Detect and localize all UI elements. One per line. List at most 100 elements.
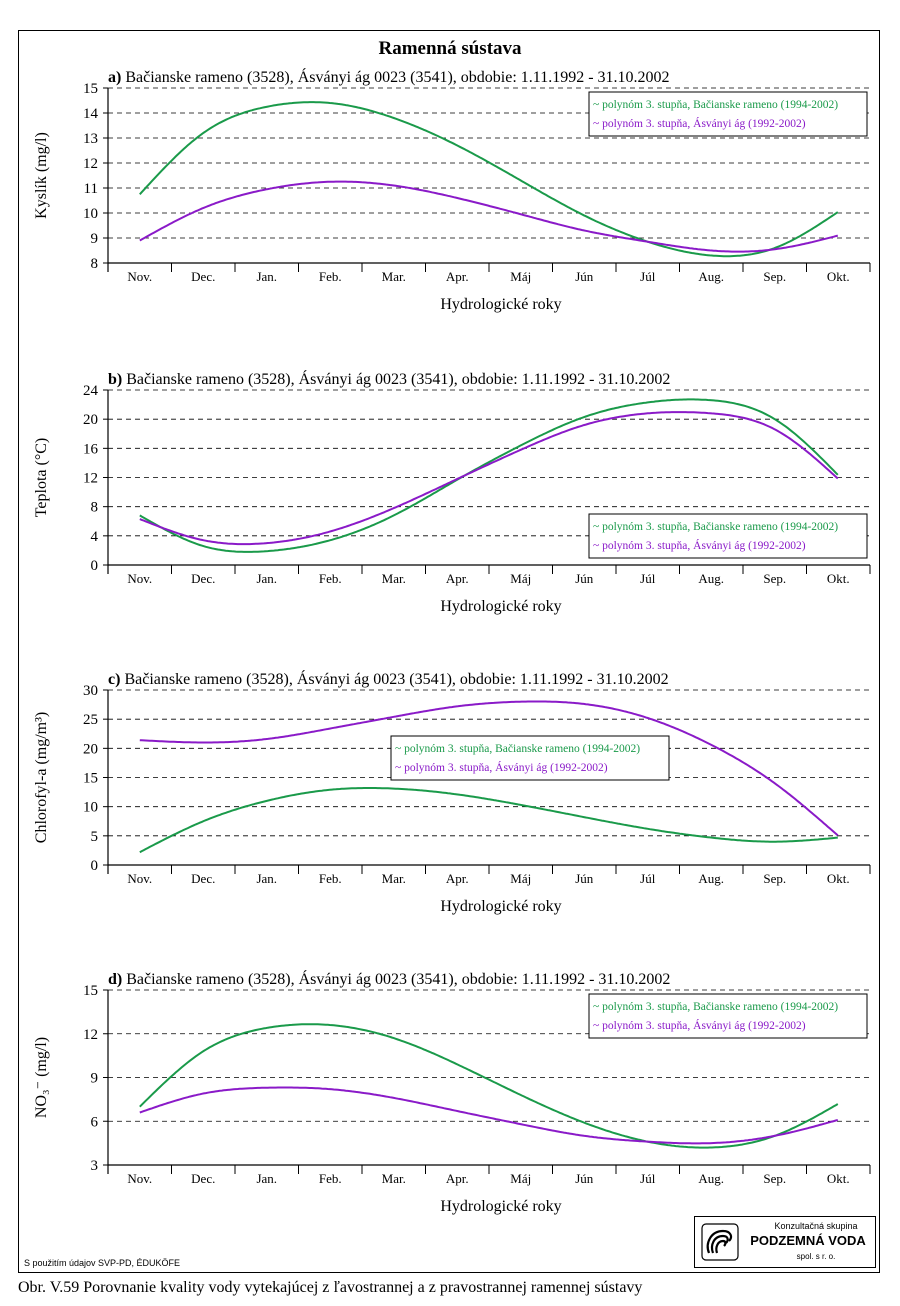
x-tick-label: Nov. — [127, 571, 152, 586]
x-tick-label: Júl — [640, 1171, 656, 1186]
x-tick-label: Okt. — [827, 269, 850, 284]
panel-title-text: Bačianske rameno (3528), Ásványi ág 0023… — [122, 969, 670, 988]
panel-title: b) Bačianske rameno (3528), Ásványi ág 0… — [108, 369, 670, 388]
y-tick-label: 11 — [84, 181, 98, 197]
x-tick-label: Mar. — [382, 571, 406, 586]
y-tick-label: 16 — [83, 441, 99, 457]
page-title: Ramenná sústava — [378, 38, 522, 59]
x-tick-label: Aug. — [698, 571, 724, 586]
panel-title: d) Bačianske rameno (3528), Ásványi ág 0… — [108, 969, 670, 988]
chart-c: c) Bačianske rameno (3528), Ásványi ág 0… — [33, 669, 871, 915]
panel-letter: a) — [108, 69, 121, 86]
x-tick-label: Feb. — [319, 571, 342, 586]
y-tick-label: 20 — [83, 412, 98, 428]
x-tick-label: Dec. — [191, 269, 215, 284]
y-tick-label: 3 — [91, 1158, 99, 1174]
y-tick-label: 8 — [91, 500, 99, 516]
y-tick-label: 12 — [83, 1027, 98, 1043]
y-tick-label: 9 — [91, 1071, 99, 1087]
x-tick-label: Okt. — [827, 1171, 850, 1186]
x-tick-label: Aug. — [698, 1171, 724, 1186]
x-tick-label: Jan. — [256, 571, 277, 586]
series-line-1 — [139, 1023, 839, 1149]
x-tick-label: Feb. — [319, 1171, 342, 1186]
y-tick-label: 8 — [91, 256, 99, 272]
series-line-2 — [139, 180, 839, 253]
legend-entry: ~ polynóm 3. stupňa, Bačianske rameno (1… — [593, 521, 838, 533]
x-tick-label: Júl — [640, 269, 656, 284]
y-tick-label: 24 — [83, 383, 99, 399]
y-tick-label: 14 — [83, 106, 99, 122]
x-axis-label: Hydrologické roky — [440, 898, 561, 915]
x-tick-label: Sep. — [763, 1171, 786, 1186]
x-tick-label: Dec. — [191, 1171, 215, 1186]
logo-suffix: spol. s r. o. — [796, 1252, 836, 1261]
panel-title-text: Bačianske rameno (3528), Ásványi ág 0023… — [122, 369, 670, 388]
chart-d: d) Bačianske rameno (3528), Ásványi ág 0… — [33, 969, 871, 1215]
logo-name: PODZEMNÁ VODA — [750, 1233, 866, 1248]
company-logo: Konzultačná skupina PODZEMNÁ VODA spol. … — [694, 1216, 876, 1268]
chart-a: a) Bačianske rameno (3528), Ásványi ág 0… — [33, 67, 871, 313]
x-tick-label: Jan. — [256, 871, 277, 886]
x-tick-label: Mar. — [382, 871, 406, 886]
panel-letter: c) — [108, 671, 120, 688]
x-tick-label: Máj — [510, 1171, 531, 1186]
legend-box — [588, 513, 868, 559]
y-tick-label: 30 — [83, 683, 98, 699]
y-axis-label: NO₃⁻ (mg/l) — [33, 1037, 50, 1118]
y-axis-label: Kyslík (mg/l) — [33, 132, 50, 219]
x-tick-label: Sep. — [763, 571, 786, 586]
x-tick-label: Feb. — [319, 269, 342, 284]
x-tick-label: Dec. — [191, 871, 215, 886]
x-tick-label: Aug. — [698, 871, 724, 886]
y-tick-label: 10 — [83, 206, 98, 222]
x-tick-label: Apr. — [446, 1171, 469, 1186]
y-tick-label: 25 — [83, 712, 98, 728]
x-axis-label: Hydrologické roky — [440, 296, 561, 313]
y-tick-label: 0 — [91, 858, 99, 874]
y-tick-label: 13 — [83, 131, 98, 147]
series-line-2 — [139, 700, 839, 837]
y-axis-label: Teplota (°C) — [33, 438, 50, 517]
x-tick-label: Aug. — [698, 269, 724, 284]
legend-box — [588, 993, 868, 1039]
panel-title-text: Bačianske rameno (3528), Ásványi ág 0023… — [120, 669, 668, 688]
y-axis-label: Chlorofyl-a (mg/m³) — [33, 712, 50, 843]
x-tick-label: Jún — [575, 1171, 594, 1186]
x-tick-label: Nov. — [127, 1171, 152, 1186]
y-tick-label: 10 — [83, 800, 98, 816]
chart-b: b) Bačianske rameno (3528), Ásványi ág 0… — [33, 369, 871, 615]
x-tick-label: Jan. — [256, 1171, 277, 1186]
legend-entry: ~ polynóm 3. stupňa, Ásványi ág (1992-20… — [593, 538, 806, 552]
source-note: S použitím údajov SVP-PD, ÉDUKÖFE — [24, 1258, 181, 1268]
x-tick-label: Mar. — [382, 1171, 406, 1186]
panel-title: c) Bačianske rameno (3528), Ásványi ág 0… — [108, 669, 669, 688]
legend-box — [588, 91, 868, 137]
figure-frame — [18, 30, 880, 1273]
panel-letter: d) — [108, 971, 122, 988]
x-tick-label: Apr. — [446, 269, 469, 284]
legend-entry: ~ polynóm 3. stupňa, Ásványi ág (1992-20… — [593, 116, 806, 130]
series-line-2 — [139, 1086, 839, 1145]
y-tick-label: 4 — [91, 529, 99, 545]
panel-title-text: Bačianske rameno (3528), Ásványi ág 0023… — [121, 67, 669, 86]
panel-letter: b) — [108, 371, 122, 388]
x-tick-label: Máj — [510, 871, 531, 886]
y-tick-label: 5 — [91, 829, 99, 845]
legend-box — [390, 735, 670, 781]
y-tick-label: 15 — [83, 983, 98, 999]
x-tick-label: Máj — [510, 571, 531, 586]
y-tick-label: 15 — [83, 81, 98, 97]
y-tick-label: 9 — [91, 231, 99, 247]
y-tick-label: 20 — [83, 741, 98, 757]
legend-entry: ~ polynóm 3. stupňa, Bačianske rameno (1… — [395, 743, 640, 755]
legend-entry: ~ polynóm 3. stupňa, Bačianske rameno (1… — [593, 1001, 838, 1013]
legend-entry: ~ polynóm 3. stupňa, Ásványi ág (1992-20… — [395, 760, 608, 774]
x-tick-label: Sep. — [763, 871, 786, 886]
y-tick-label: 12 — [83, 471, 98, 487]
x-tick-label: Feb. — [319, 871, 342, 886]
x-tick-label: Nov. — [127, 269, 152, 284]
x-tick-label: Okt. — [827, 571, 850, 586]
x-axis-label: Hydrologické roky — [440, 598, 561, 615]
series-line-1 — [139, 787, 838, 854]
